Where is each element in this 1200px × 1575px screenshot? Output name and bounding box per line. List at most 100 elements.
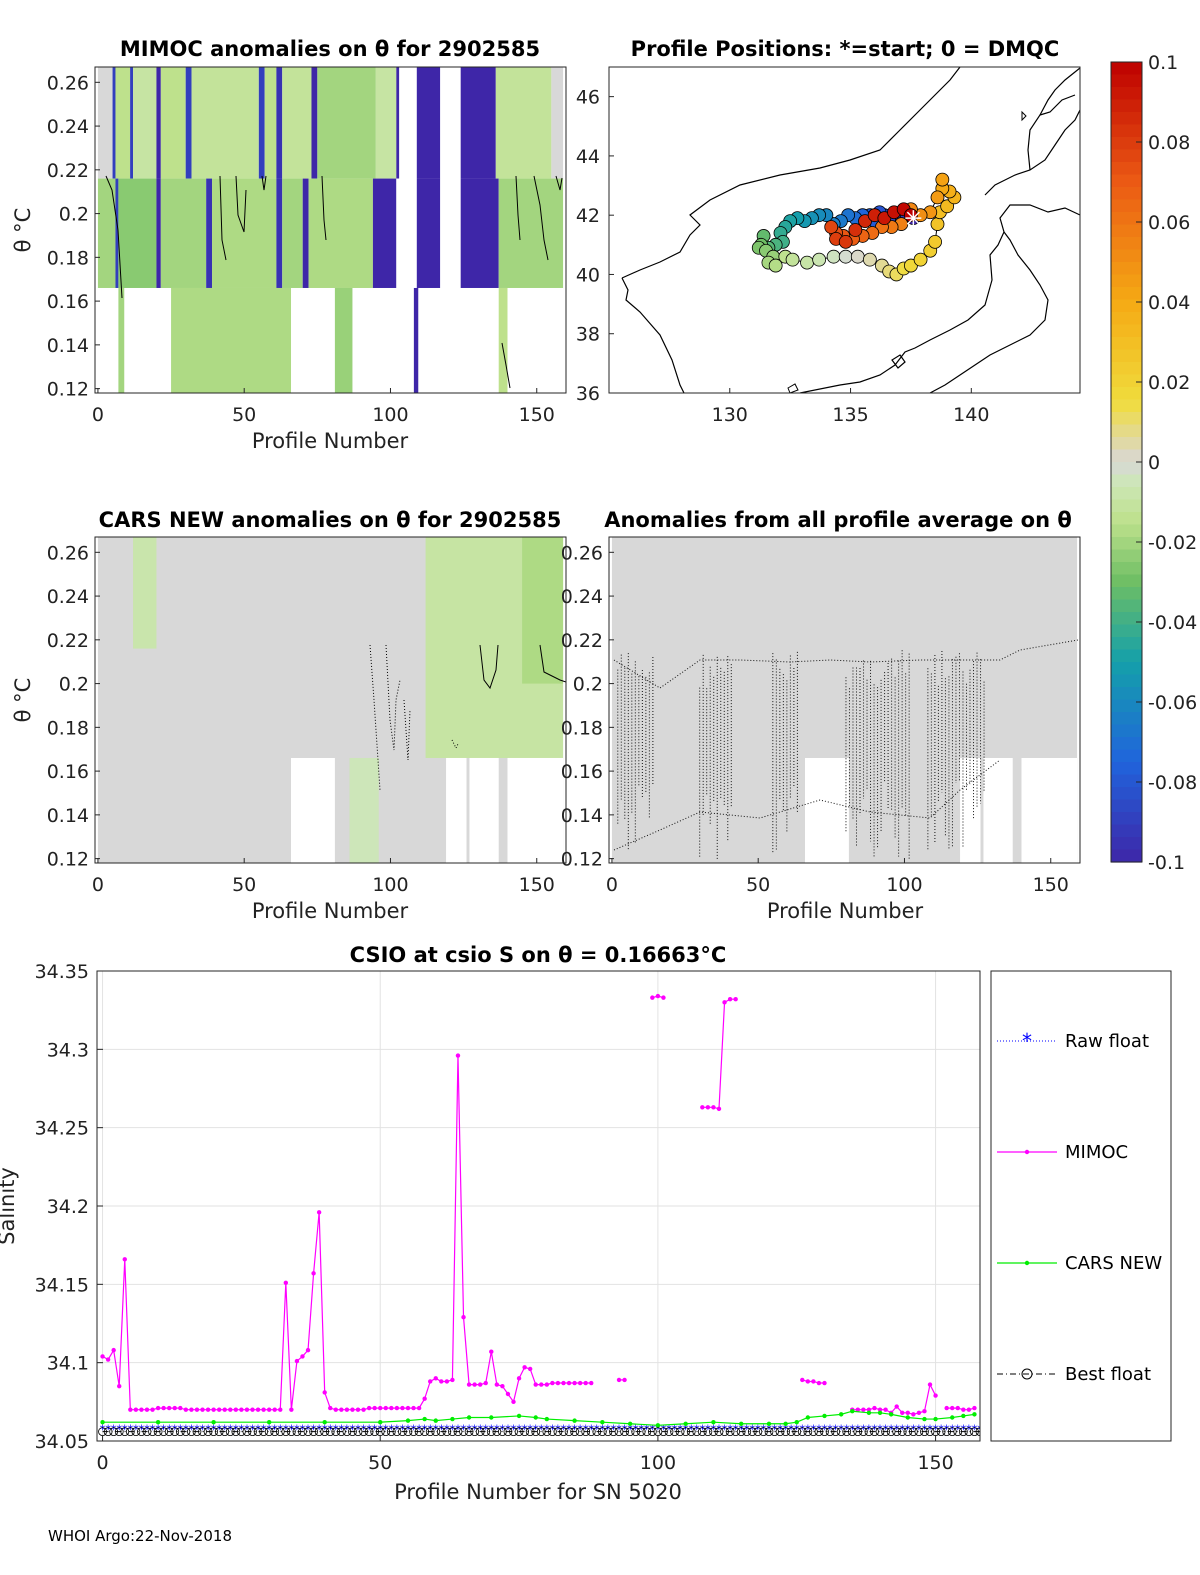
mimoc-cell xyxy=(97,67,113,179)
allavg-title: Anomalies from all profile average on θ xyxy=(604,508,1072,532)
data-point: * xyxy=(522,1422,528,1436)
allavg-xtick-label: 0 xyxy=(606,874,618,896)
data-point: * xyxy=(144,1422,150,1436)
data-point xyxy=(581,1427,591,1436)
data-point xyxy=(203,1427,213,1436)
colorbar-step xyxy=(1111,112,1142,126)
colorbar-tick-label: 0.06 xyxy=(1148,212,1190,234)
data-point: * xyxy=(311,1422,317,1436)
data-point: * xyxy=(200,1422,206,1436)
mimoc-cell xyxy=(118,287,125,393)
colorbar-step xyxy=(1111,462,1142,476)
data-point: * xyxy=(905,1422,911,1436)
data-point xyxy=(275,1427,285,1436)
data-point: * xyxy=(177,1422,183,1436)
colorbar-step xyxy=(1111,249,1142,263)
data-point xyxy=(903,1427,913,1436)
map-ytick-label: 36 xyxy=(576,383,600,405)
data-point xyxy=(198,1427,207,1436)
data-point: * xyxy=(122,1422,128,1436)
mimoc-xlabel: Profile Number xyxy=(252,429,409,453)
cars-axes-box xyxy=(94,536,567,864)
data-point xyxy=(786,1427,796,1436)
data-point: * xyxy=(716,1422,722,1436)
data-point xyxy=(336,1427,346,1436)
colorbar-step xyxy=(1111,399,1142,413)
data-point: * xyxy=(810,1422,816,1436)
data-point: * xyxy=(322,1422,328,1436)
mimoc-cell xyxy=(115,67,131,179)
data-point: * xyxy=(899,1422,905,1436)
data-point xyxy=(636,1427,646,1436)
profile-point xyxy=(935,172,950,187)
csio-ytick-label: 34.35 xyxy=(35,961,89,983)
mimoc-ytick-label: 0.14 xyxy=(47,335,89,357)
legend-item: MIMOC xyxy=(997,1142,1128,1163)
mimoc-cell xyxy=(311,67,318,179)
csio-xlabel: Profile Number for SN 5020 xyxy=(394,1480,682,1504)
mimoc-cell xyxy=(276,178,283,288)
data-point: * xyxy=(166,1422,172,1436)
data-point: * xyxy=(883,1422,889,1436)
data-point xyxy=(936,1427,946,1436)
mimoc-xtick-label: 50 xyxy=(232,404,256,426)
colorbar-step xyxy=(1111,449,1142,463)
colorbar-step xyxy=(1111,549,1142,563)
data-point xyxy=(481,1427,491,1436)
data-point: * xyxy=(227,1422,233,1436)
data-point: * xyxy=(222,1422,228,1436)
data-point xyxy=(403,1427,413,1436)
mimoc-cell xyxy=(97,178,116,288)
mimoc-ytick-label: 0.18 xyxy=(47,247,89,269)
colorbar-step xyxy=(1111,137,1142,151)
data-point: * xyxy=(233,1422,239,1436)
mimoc-cell xyxy=(206,178,213,288)
data-point: * xyxy=(772,1422,778,1436)
data-point: * xyxy=(555,1422,561,1436)
colorbar-step xyxy=(1111,737,1142,751)
cars-contours xyxy=(369,644,566,791)
colorbar-step xyxy=(1111,849,1142,863)
allavg-xtick-label: 50 xyxy=(746,874,770,896)
data-point: * xyxy=(933,1422,939,1436)
series-mimoc xyxy=(100,993,977,1417)
data-point: * xyxy=(444,1422,450,1436)
data-point: * xyxy=(266,1422,272,1436)
colorbar-step xyxy=(1111,724,1142,738)
data-point xyxy=(386,1427,396,1436)
mimoc-cell xyxy=(156,67,161,179)
data-point: * xyxy=(261,1422,267,1436)
data-point: * xyxy=(416,1422,422,1436)
data-point xyxy=(592,1427,602,1436)
profile-point xyxy=(824,220,839,234)
colorbar-step xyxy=(1111,574,1142,588)
csio-xtick-label: 50 xyxy=(368,1452,392,1474)
data-point xyxy=(225,1427,235,1436)
colorbar-tick-label: -0.1 xyxy=(1148,852,1185,874)
data-point: * xyxy=(422,1422,428,1436)
data-point xyxy=(970,1427,979,1436)
legend-label: Raw float xyxy=(1065,1031,1149,1052)
allavg-xtick-label: 150 xyxy=(1033,874,1069,896)
mimoc-cell xyxy=(264,67,277,179)
csio-ytick-label: 34.15 xyxy=(35,1274,89,1296)
mimoc-axes-box xyxy=(94,66,567,394)
mimoc-cell xyxy=(460,67,496,179)
data-point xyxy=(303,1427,313,1436)
series-best-float xyxy=(98,1427,980,1436)
colorbar-step xyxy=(1111,799,1142,813)
data-point xyxy=(775,1427,785,1436)
colorbar-step xyxy=(1111,837,1142,851)
mimoc-cell xyxy=(130,67,134,179)
data-point: * xyxy=(127,1422,133,1436)
colorbar-step xyxy=(1111,474,1142,488)
colorbar-step xyxy=(1111,587,1142,601)
colorbar: 0.1 0.08 0.06 0.04 0.02 0 -0.02 -0.04 -0.06 -0.08… xyxy=(1110,52,1197,874)
colorbar-tick-label: -0.04 xyxy=(1148,612,1197,634)
colorbar-tick-label: 0.02 xyxy=(1148,372,1190,394)
data-point xyxy=(503,1427,513,1436)
data-point xyxy=(858,1427,868,1436)
data-point xyxy=(475,1427,485,1436)
data-point xyxy=(953,1427,963,1436)
mimoc-cell xyxy=(396,67,400,179)
